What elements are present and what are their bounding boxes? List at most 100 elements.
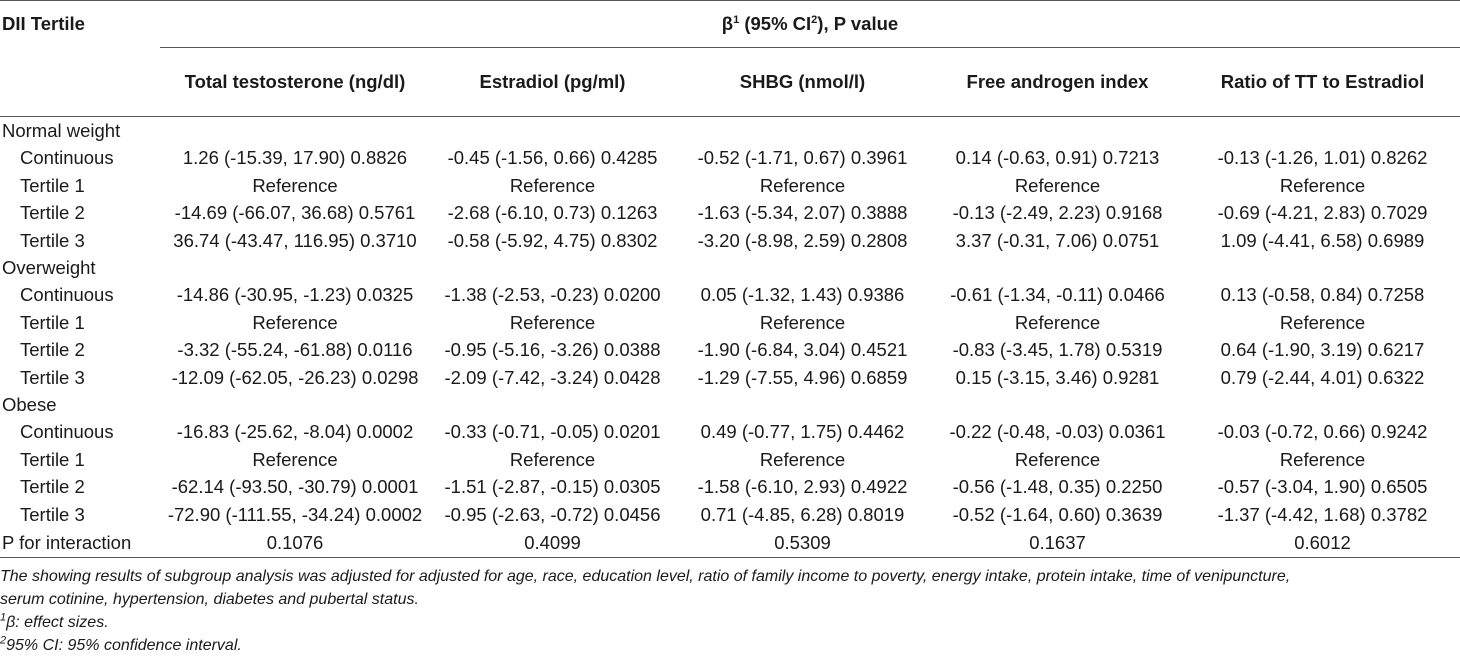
table-cell: 0.14 (-0.63, 0.91) 0.7213 (955, 147, 1160, 169)
table-cell: 0.15 (-3.15, 3.46) 0.9281 (955, 366, 1160, 388)
row-label: Tertile 1 (20, 174, 85, 196)
table-cell: 0.4099 (430, 528, 675, 559)
row-label: Continuous (20, 147, 114, 169)
table-cell: -0.69 (-4.21, 2.83) 0.7029 (1217, 202, 1428, 224)
table-cell: Reference (252, 448, 338, 470)
table-cell: 0.6012 (1185, 528, 1460, 559)
footnote-main-line1: The showing results of subgroup analysis… (0, 568, 1291, 585)
row-label: Tertile 2 (20, 339, 85, 361)
table-cell: -0.52 (-1.71, 0.67) 0.3961 (697, 147, 908, 169)
column-header-estradiol: Estradiol (pg/ml) (430, 47, 675, 117)
footnote-1: 1β: effect sizes. (0, 611, 109, 631)
table-cell: Reference (1279, 311, 1366, 333)
row-label: Tertile 2 (20, 476, 85, 498)
interaction-row: P for interaction 0.1076 0.4099 0.5309 0… (0, 528, 1460, 559)
footnote-2: 295% CI: 95% confidence interval. (0, 634, 242, 654)
table-cell: -0.83 (-3.45, 1.78) 0.5319 (952, 339, 1163, 361)
results-table: DII Tertile β1 (95% CI2), P value Total … (0, 0, 1460, 559)
table-cell: -0.45 (-1.56, 0.66) 0.4285 (447, 147, 658, 169)
row-label: Tertile 3 (20, 229, 85, 251)
row-label: Tertile 3 (20, 366, 85, 388)
table-cell: 1.26 (-15.39, 17.90) 0.8826 (182, 147, 408, 169)
table-cell: Reference (1014, 174, 1101, 196)
table-cell: -1.90 (-6.84, 3.04) 0.4521 (697, 339, 908, 361)
group-label: Normal weight (2, 120, 121, 141)
empty-header-cell (0, 47, 160, 117)
row-label: Continuous (20, 284, 114, 306)
table-cell: Reference (1014, 448, 1101, 470)
table-cell: -0.33 (-0.71, -0.05) 0.0201 (444, 421, 661, 443)
table-cell: 0.1076 (160, 528, 430, 559)
table-cell: 0.64 (-1.90, 3.19) 0.6217 (1220, 339, 1425, 361)
table-cell: -14.86 (-30.95, -1.23) 0.0325 (176, 284, 414, 306)
table-cell: -0.95 (-5.16, -3.26) 0.0388 (444, 339, 661, 361)
table-row: Tertile 2 -62.14 (-93.50, -30.79) 0.0001… (0, 473, 1460, 500)
table-row: Tertile 3 -12.09 (-62.05, -26.23) 0.0298… (0, 364, 1460, 391)
row-label-heading: DII Tertile (2, 13, 85, 35)
table-cell: -12.09 (-62.05, -26.23) 0.0298 (171, 366, 419, 388)
table-row: Continuous -16.83 (-25.62, -8.04) 0.0002… (0, 418, 1460, 445)
table-row: Continuous 1.26 (-15.39, 17.90) 0.8826 -… (0, 144, 1460, 171)
table-cell: -1.37 (-4.42, 1.68) 0.3782 (1217, 503, 1428, 525)
table-row: Tertile 1 Reference Reference Reference … (0, 446, 1460, 473)
table-cell: -1.38 (-2.53, -0.23) 0.0200 (444, 284, 661, 306)
table-row: Tertile 3 -72.90 (-111.55, -34.24) 0.000… (0, 501, 1460, 528)
table-cell: Reference (759, 174, 846, 196)
column-header-ratio-tt-estradiol: Ratio of TT to Estradiol (1185, 47, 1460, 117)
table-cell: -2.68 (-6.10, 0.73) 0.1263 (447, 202, 658, 224)
table-cell: Reference (509, 448, 596, 470)
row-label: Tertile 2 (20, 202, 85, 224)
table-cell: 0.5309 (675, 528, 930, 559)
group-label: Overweight (2, 257, 96, 279)
table-cell: 0.79 (-2.44, 4.01) 0.6322 (1220, 366, 1425, 388)
table-cell: -3.20 (-8.98, 2.59) 0.2808 (697, 229, 908, 251)
column-header-shbg: SHBG (nmol/l) (675, 47, 930, 117)
table-cell: -0.57 (-3.04, 1.90) 0.6505 (1217, 476, 1428, 498)
table-cell: Reference (252, 174, 338, 196)
table-cell: -3.32 (-55.24, -61.88) 0.0116 (177, 339, 413, 361)
table-cell: Reference (759, 448, 846, 470)
row-label: Continuous (20, 421, 114, 443)
table-cell: 0.05 (-1.32, 1.43) 0.9386 (700, 284, 905, 306)
table-row: Continuous -14.86 (-30.95, -1.23) 0.0325… (0, 281, 1460, 308)
column-header-free-androgen-index: Free androgen index (930, 47, 1185, 117)
table-cell: Reference (509, 311, 596, 333)
group-header-row: Obese (0, 391, 1460, 418)
table-cell: -14.69 (-66.07, 36.68) 0.5761 (174, 202, 416, 224)
table-cell: -0.56 (-1.48, 0.35) 0.2250 (952, 476, 1163, 498)
table-cell: -72.90 (-111.55, -34.24) 0.0002 (167, 503, 423, 525)
table-cell: Reference (509, 174, 596, 196)
table-cell: Reference (1014, 311, 1101, 333)
table-footnotes: The showing results of subgroup analysis… (0, 565, 1460, 657)
table-cell: -2.09 (-7.42, -3.24) 0.0428 (444, 366, 661, 388)
table-cell: -1.29 (-7.55, 4.96) 0.6859 (697, 366, 908, 388)
table-cell: Reference (1279, 448, 1366, 470)
table-cell: 0.1637 (930, 528, 1185, 559)
table-cell: -0.95 (-2.63, -0.72) 0.0456 (444, 503, 661, 525)
table-cell: -0.13 (-1.26, 1.01) 0.8262 (1217, 147, 1428, 169)
row-label: Tertile 1 (20, 311, 85, 333)
table-cell: 0.71 (-4.85, 6.28) 0.8019 (700, 503, 905, 525)
table-cell: 1.09 (-4.41, 6.58) 0.6989 (1220, 229, 1425, 251)
table-cell: -0.61 (-1.34, -0.11) 0.0466 (950, 284, 1165, 306)
footnote-main-line2: serum cotinine, hypertension, diabetes a… (0, 591, 419, 608)
table-row: Tertile 1 Reference Reference Reference … (0, 309, 1460, 336)
table-cell: Reference (1279, 174, 1366, 196)
table-cell: 0.13 (-0.58, 0.84) 0.7258 (1220, 284, 1425, 306)
table-cell: Reference (252, 311, 338, 333)
group-header-row: Normal weight (0, 117, 1460, 145)
table-row: Tertile 1 Reference Reference Reference … (0, 172, 1460, 199)
table-row: Tertile 2 -14.69 (-66.07, 36.68) 0.5761 … (0, 199, 1460, 226)
row-label: Tertile 1 (20, 448, 85, 470)
table-cell: 36.74 (-43.47, 116.95) 0.3710 (173, 229, 417, 251)
group-header-row: Overweight (0, 254, 1460, 281)
group-label: Obese (2, 394, 57, 416)
table-cell: -0.58 (-5.92, 4.75) 0.8302 (447, 229, 658, 251)
table-cell: -1.63 (-5.34, 2.07) 0.3888 (697, 202, 908, 224)
table-cell: -0.13 (-2.49, 2.23) 0.9168 (952, 202, 1163, 224)
table-cell: -1.58 (-6.10, 2.93) 0.4922 (697, 476, 908, 498)
row-label: Tertile 3 (20, 503, 85, 525)
table-cell: Reference (759, 311, 846, 333)
table-cell: -1.51 (-2.87, -0.15) 0.0305 (444, 476, 661, 498)
beta-heading: β1 (95% CI2), P value (160, 1, 1460, 48)
